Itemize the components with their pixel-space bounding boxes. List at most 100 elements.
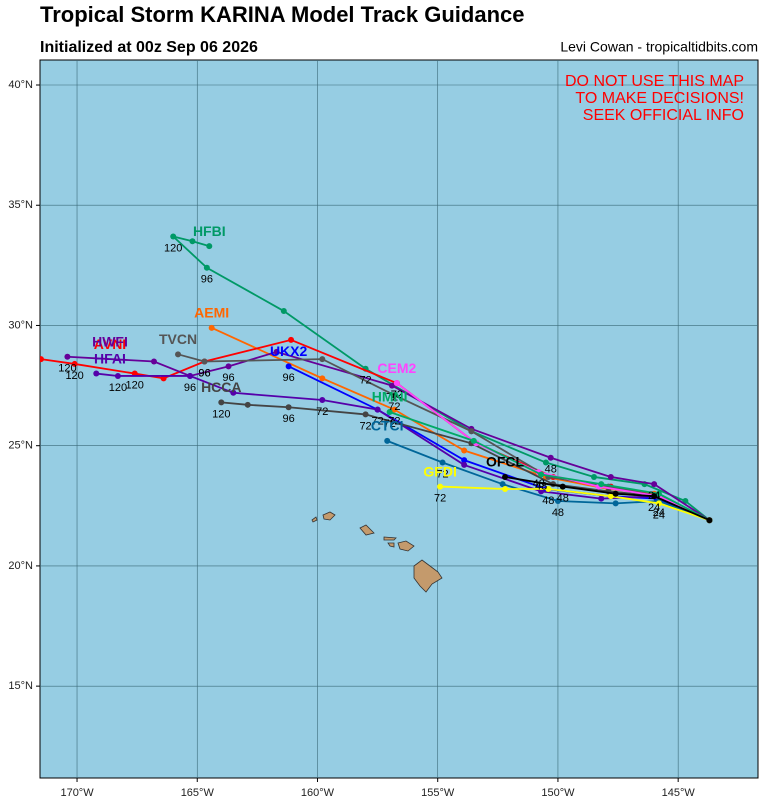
track-line <box>389 411 710 522</box>
warning-text: TO MAKE DECISIONS! <box>575 90 744 107</box>
island <box>359 524 375 536</box>
legend-label: AVNI <box>94 336 126 352</box>
hour-label: 96 <box>283 413 295 425</box>
track-point <box>655 490 662 497</box>
track-point <box>201 358 208 365</box>
track-point <box>437 483 444 490</box>
hour-label: 72 <box>391 389 403 401</box>
track-point <box>538 471 545 478</box>
track-point <box>391 392 398 399</box>
track-point <box>554 497 561 504</box>
hour-label: 48 <box>545 464 557 476</box>
hour-label: 120 <box>58 363 76 375</box>
track-point <box>607 473 614 480</box>
track-point <box>598 481 605 488</box>
hour-label: 24 <box>648 490 660 502</box>
hour-label: 24 <box>653 507 665 519</box>
hour-label: 96 <box>184 382 196 394</box>
hour-label: 48 <box>542 495 554 507</box>
legend-label: CTCI <box>371 418 404 434</box>
hour-label: 72 <box>386 391 398 403</box>
hour-label: 72 <box>391 389 403 401</box>
y-tick-label: 35°N <box>8 199 33 211</box>
track-point <box>208 324 215 331</box>
warning-text: DO NOT USE THIS MAP <box>565 73 744 90</box>
track-point <box>461 457 468 464</box>
hour-label: 96 <box>198 367 210 379</box>
legend-label: UKX2 <box>270 343 308 359</box>
chart-title: Tropical Storm KARINA Model Track Guidan… <box>40 2 525 27</box>
hour-label: 120 <box>65 370 83 382</box>
hour-label: 72 <box>383 418 395 430</box>
legend-label: GFDI <box>423 463 456 479</box>
track-point <box>175 351 182 358</box>
y-tick-label: 25°N <box>8 440 33 452</box>
hour-label: 120 <box>164 242 182 254</box>
hour-label: 48 <box>557 492 569 504</box>
track-point <box>386 409 393 416</box>
track-point <box>651 493 658 500</box>
x-tick-label: 170°W <box>60 787 94 799</box>
legend-label: HFAI <box>94 350 126 366</box>
hour-label: 120 <box>109 382 127 394</box>
track-point <box>273 348 280 355</box>
track-point <box>682 497 689 504</box>
track-point <box>393 380 400 387</box>
legend-label: AEMI <box>194 305 229 321</box>
track-point <box>71 360 78 367</box>
hour-label: 96 <box>198 367 210 379</box>
credit: Levi Cowan - tropicaltidbits.com <box>560 39 758 55</box>
track-point <box>706 517 713 524</box>
island <box>397 540 415 552</box>
y-tick-label: 20°N <box>8 560 33 572</box>
x-tick-label: 150°W <box>541 787 575 799</box>
track-point <box>288 336 295 343</box>
track-point <box>439 459 446 466</box>
track-point <box>545 485 552 492</box>
hour-label: 48 <box>535 480 547 492</box>
track-point <box>150 358 157 365</box>
track-point <box>374 406 381 413</box>
hour-label: 24 <box>648 502 660 514</box>
track-point <box>160 375 167 382</box>
track-point <box>189 238 196 245</box>
hour-label: 120 <box>126 379 144 391</box>
plot-area <box>39 59 759 779</box>
island <box>413 559 443 593</box>
track-point <box>389 382 396 389</box>
legend-label: CEM2 <box>377 360 416 376</box>
legend-label: HWFI <box>92 333 128 349</box>
track-point <box>612 500 619 507</box>
hour-label: 72 <box>434 492 446 504</box>
track-point <box>362 411 369 418</box>
track-line <box>440 485 710 522</box>
track-point <box>384 437 391 444</box>
hour-label: 96 <box>222 372 234 384</box>
x-tick-label: 145°W <box>662 787 696 799</box>
legend-label: HFBI <box>193 223 226 239</box>
y-tick-label: 40°N <box>8 79 33 91</box>
island <box>383 536 397 541</box>
track-point <box>612 490 619 497</box>
hour-label: 120 <box>212 408 230 420</box>
track-point <box>131 370 138 377</box>
track-point <box>218 399 225 406</box>
track-point <box>170 233 177 240</box>
x-tick-label: 155°W <box>421 787 455 799</box>
track-point <box>93 370 100 377</box>
x-tick-label: 160°W <box>301 787 335 799</box>
track-point <box>187 372 194 379</box>
y-tick-label: 15°N <box>8 680 33 692</box>
warning-text: SEEK OFFICIAL INFO <box>583 107 744 124</box>
legend-label: OFCL <box>486 454 525 470</box>
subtitle: Initialized at 00z Sep 06 2026 <box>40 39 258 56</box>
track-point <box>591 473 598 480</box>
hour-label: 48 <box>552 507 564 519</box>
islands <box>311 511 443 593</box>
track-point <box>64 353 71 360</box>
hour-label: 72 <box>371 416 383 428</box>
track-point <box>114 372 121 379</box>
track-point <box>468 428 475 435</box>
